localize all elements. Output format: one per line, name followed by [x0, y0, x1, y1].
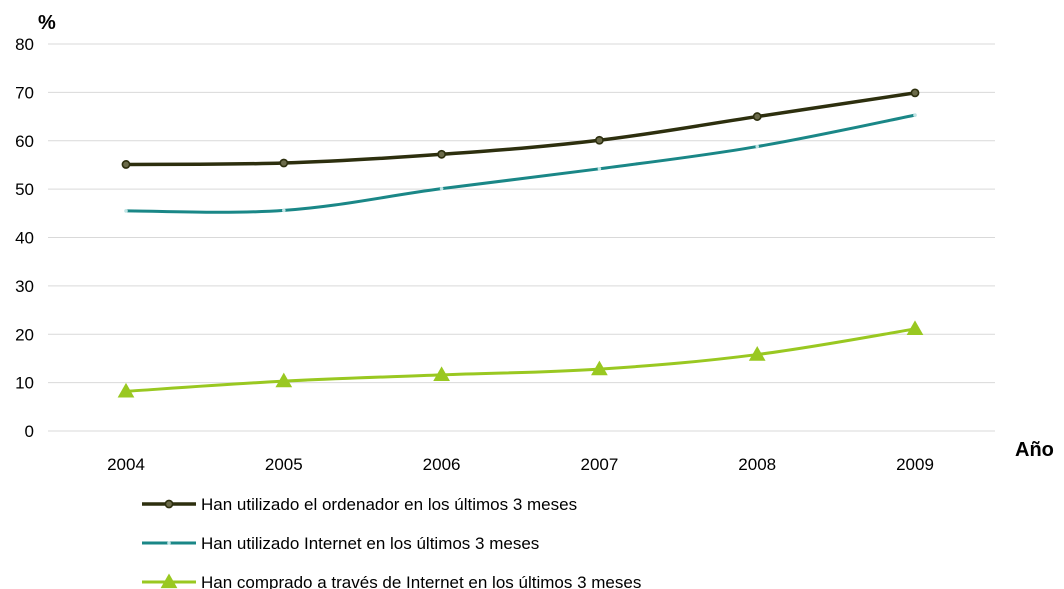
data-point	[910, 88, 920, 98]
data-point	[124, 209, 128, 213]
data-point	[117, 382, 135, 398]
series-line	[124, 91, 917, 167]
data-point	[906, 320, 924, 336]
y-tick-label: 10	[15, 374, 34, 393]
data-point	[752, 112, 762, 121]
y-tick-label: 30	[15, 277, 34, 296]
series-lines	[117, 88, 924, 398]
data-point	[433, 366, 450, 382]
x-tick-label: 2006	[423, 455, 461, 474]
legend-item: Han comprado a través de Internet en los…	[142, 573, 641, 589]
legend-marker	[160, 573, 178, 589]
legend-marker	[164, 499, 174, 509]
data-point	[282, 208, 286, 213]
legend-label: Han utilizado el ordenador en los último…	[201, 495, 577, 514]
data-point	[748, 346, 766, 361]
data-point	[591, 360, 608, 376]
y-tick-label: 20	[15, 325, 34, 344]
y-tick-label: 80	[15, 35, 34, 54]
legend-marker	[167, 541, 171, 545]
series-3	[117, 320, 924, 398]
data-point	[597, 167, 602, 171]
series-line	[124, 327, 917, 393]
data-point	[275, 372, 293, 388]
x-tick-label: 2005	[265, 455, 303, 474]
data-point	[755, 144, 759, 149]
series-line	[124, 113, 917, 214]
legend-item: Han utilizado el ordenador en los último…	[142, 495, 577, 514]
legend-label: Han utilizado Internet en los últimos 3 …	[201, 534, 539, 553]
data-point	[437, 149, 446, 159]
legend-label: Han comprado a través de Internet en los…	[201, 573, 641, 589]
x-axis-ticks: 2004 2005 2006 2007 2008 2009	[107, 455, 934, 474]
y-axis-title: %	[38, 12, 56, 34]
y-tick-label: 60	[15, 132, 34, 151]
x-tick-label: 2009	[896, 455, 934, 474]
data-point	[121, 160, 131, 169]
y-tick-label: 50	[15, 180, 34, 199]
legend: Han utilizado el ordenador en los último…	[142, 495, 641, 589]
x-tick-label: 2008	[738, 455, 776, 474]
x-tick-label: 2007	[580, 455, 618, 474]
x-tick-label: 2004	[107, 455, 145, 474]
y-tick-label: 70	[15, 83, 34, 102]
legend-item: Han utilizado Internet en los últimos 3 …	[142, 534, 539, 553]
y-axis-ticks: 0 10 20 30 40 50 60 70 80	[15, 35, 34, 441]
y-tick-label: 0	[25, 422, 34, 441]
y-tick-label: 40	[15, 229, 34, 248]
grid-lines	[48, 43, 995, 432]
data-point	[279, 158, 289, 168]
data-point	[439, 186, 444, 191]
series-2	[124, 113, 917, 214]
series-1	[121, 88, 920, 169]
x-axis-title: Año	[1015, 439, 1054, 461]
data-point	[913, 113, 917, 117]
data-point	[595, 135, 604, 145]
